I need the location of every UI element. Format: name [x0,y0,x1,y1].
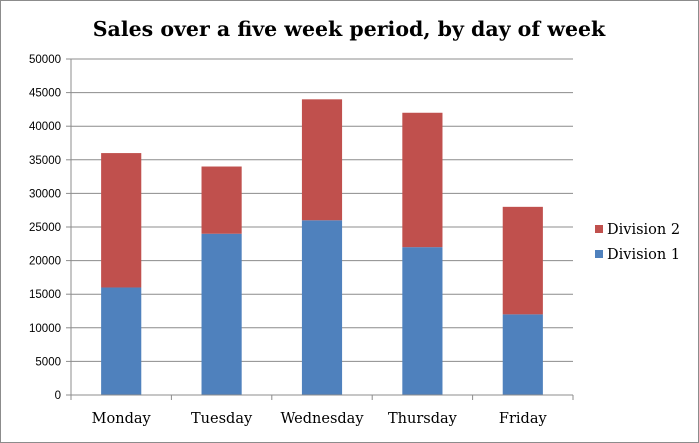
bar-division-2-tuesday [201,166,242,234]
y-tick-label: 35000 [29,155,61,167]
legend-swatch [595,250,603,258]
legend: Division 2 Division 1 [595,222,680,263]
bar-division-1-wednesday [301,220,343,395]
legend-label: Division 1 [607,247,680,263]
bar-division-1-monday [101,287,142,395]
x-tick-label: Thursday [388,411,458,427]
x-tick-label: Monday [92,411,152,427]
y-tick-label: 15000 [29,289,61,301]
y-tick-label: 45000 [29,88,61,100]
axes: 0 5000 10000 15000 20000 25000 30000 35000 40000… [29,54,574,427]
y-tick-label: 30000 [29,188,61,200]
bar-division-1-thursday [402,247,443,395]
y-tick-label: 0 [55,390,61,402]
y-tick-label: 10000 [29,323,61,335]
y-tick-label: 40000 [29,121,61,133]
legend-swatch [595,225,603,233]
bar-division-2-wednesday [301,99,343,221]
x-tick-label: Wednesday [280,411,364,427]
y-tick-label: 20000 [29,256,61,268]
y-tick-label: 5000 [35,356,61,368]
y-tick-label: 25000 [29,222,61,234]
x-tick-label: Tuesday [191,411,253,427]
y-tick-label: 50000 [29,54,61,66]
bar-division-1-friday [502,314,543,395]
bar-division-2-thursday [402,112,443,248]
chart-title: Sales over a five week period, by day of… [93,17,606,41]
bar-division-1-tuesday [201,233,242,395]
x-tick-label: Friday [499,411,548,427]
bar-division-2-friday [502,206,543,315]
bars [101,99,543,395]
legend-label: Division 2 [607,222,680,238]
bar-division-2-monday [101,153,142,288]
